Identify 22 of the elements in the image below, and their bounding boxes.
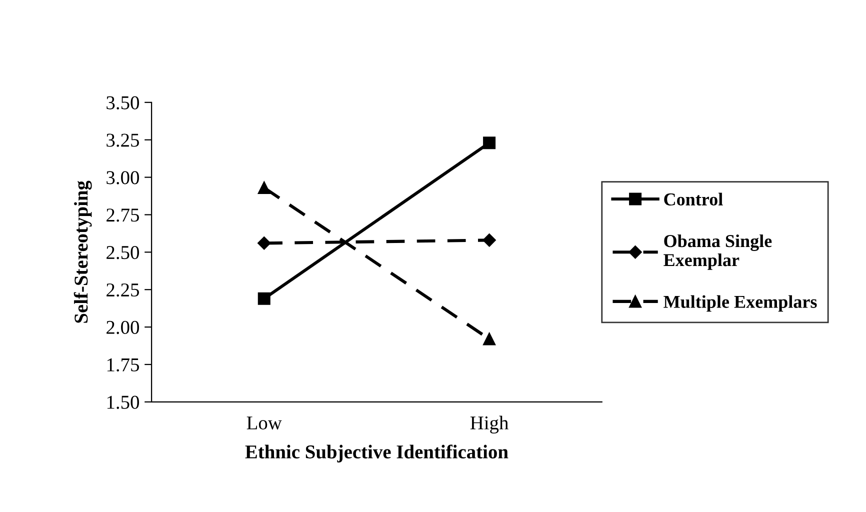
y-tick-label: 3.50 <box>106 96 140 110</box>
point <box>258 292 270 305</box>
legend-label: Obama Single Exemplar <box>664 234 772 270</box>
y-tick-label: 2.00 <box>106 320 140 334</box>
legend-label: Control <box>664 192 723 206</box>
legend-label: Multiple Exemplars <box>664 295 817 312</box>
x-tick-label: Low <box>246 416 282 430</box>
y-tick-label: 2.50 <box>106 246 140 260</box>
y-tick-label: 2.25 <box>106 283 139 297</box>
y-tick-label: 3.00 <box>106 171 140 184</box>
point <box>482 234 496 247</box>
x-tick-label: High <box>470 416 508 434</box>
y-tick-label: 3.25 <box>106 134 139 147</box>
point <box>258 182 270 194</box>
point <box>258 236 271 250</box>
y-tick-label: 2.75 <box>106 208 139 222</box>
point <box>483 136 496 150</box>
x-axis-title: Ethnic Subjective Identification <box>245 444 508 462</box>
y-tick-label: 1.75 <box>107 358 139 372</box>
y-axis-title: Self-Stereotyping <box>74 180 92 323</box>
y-tick-label: 1.50 <box>107 396 140 409</box>
point <box>483 332 496 346</box>
